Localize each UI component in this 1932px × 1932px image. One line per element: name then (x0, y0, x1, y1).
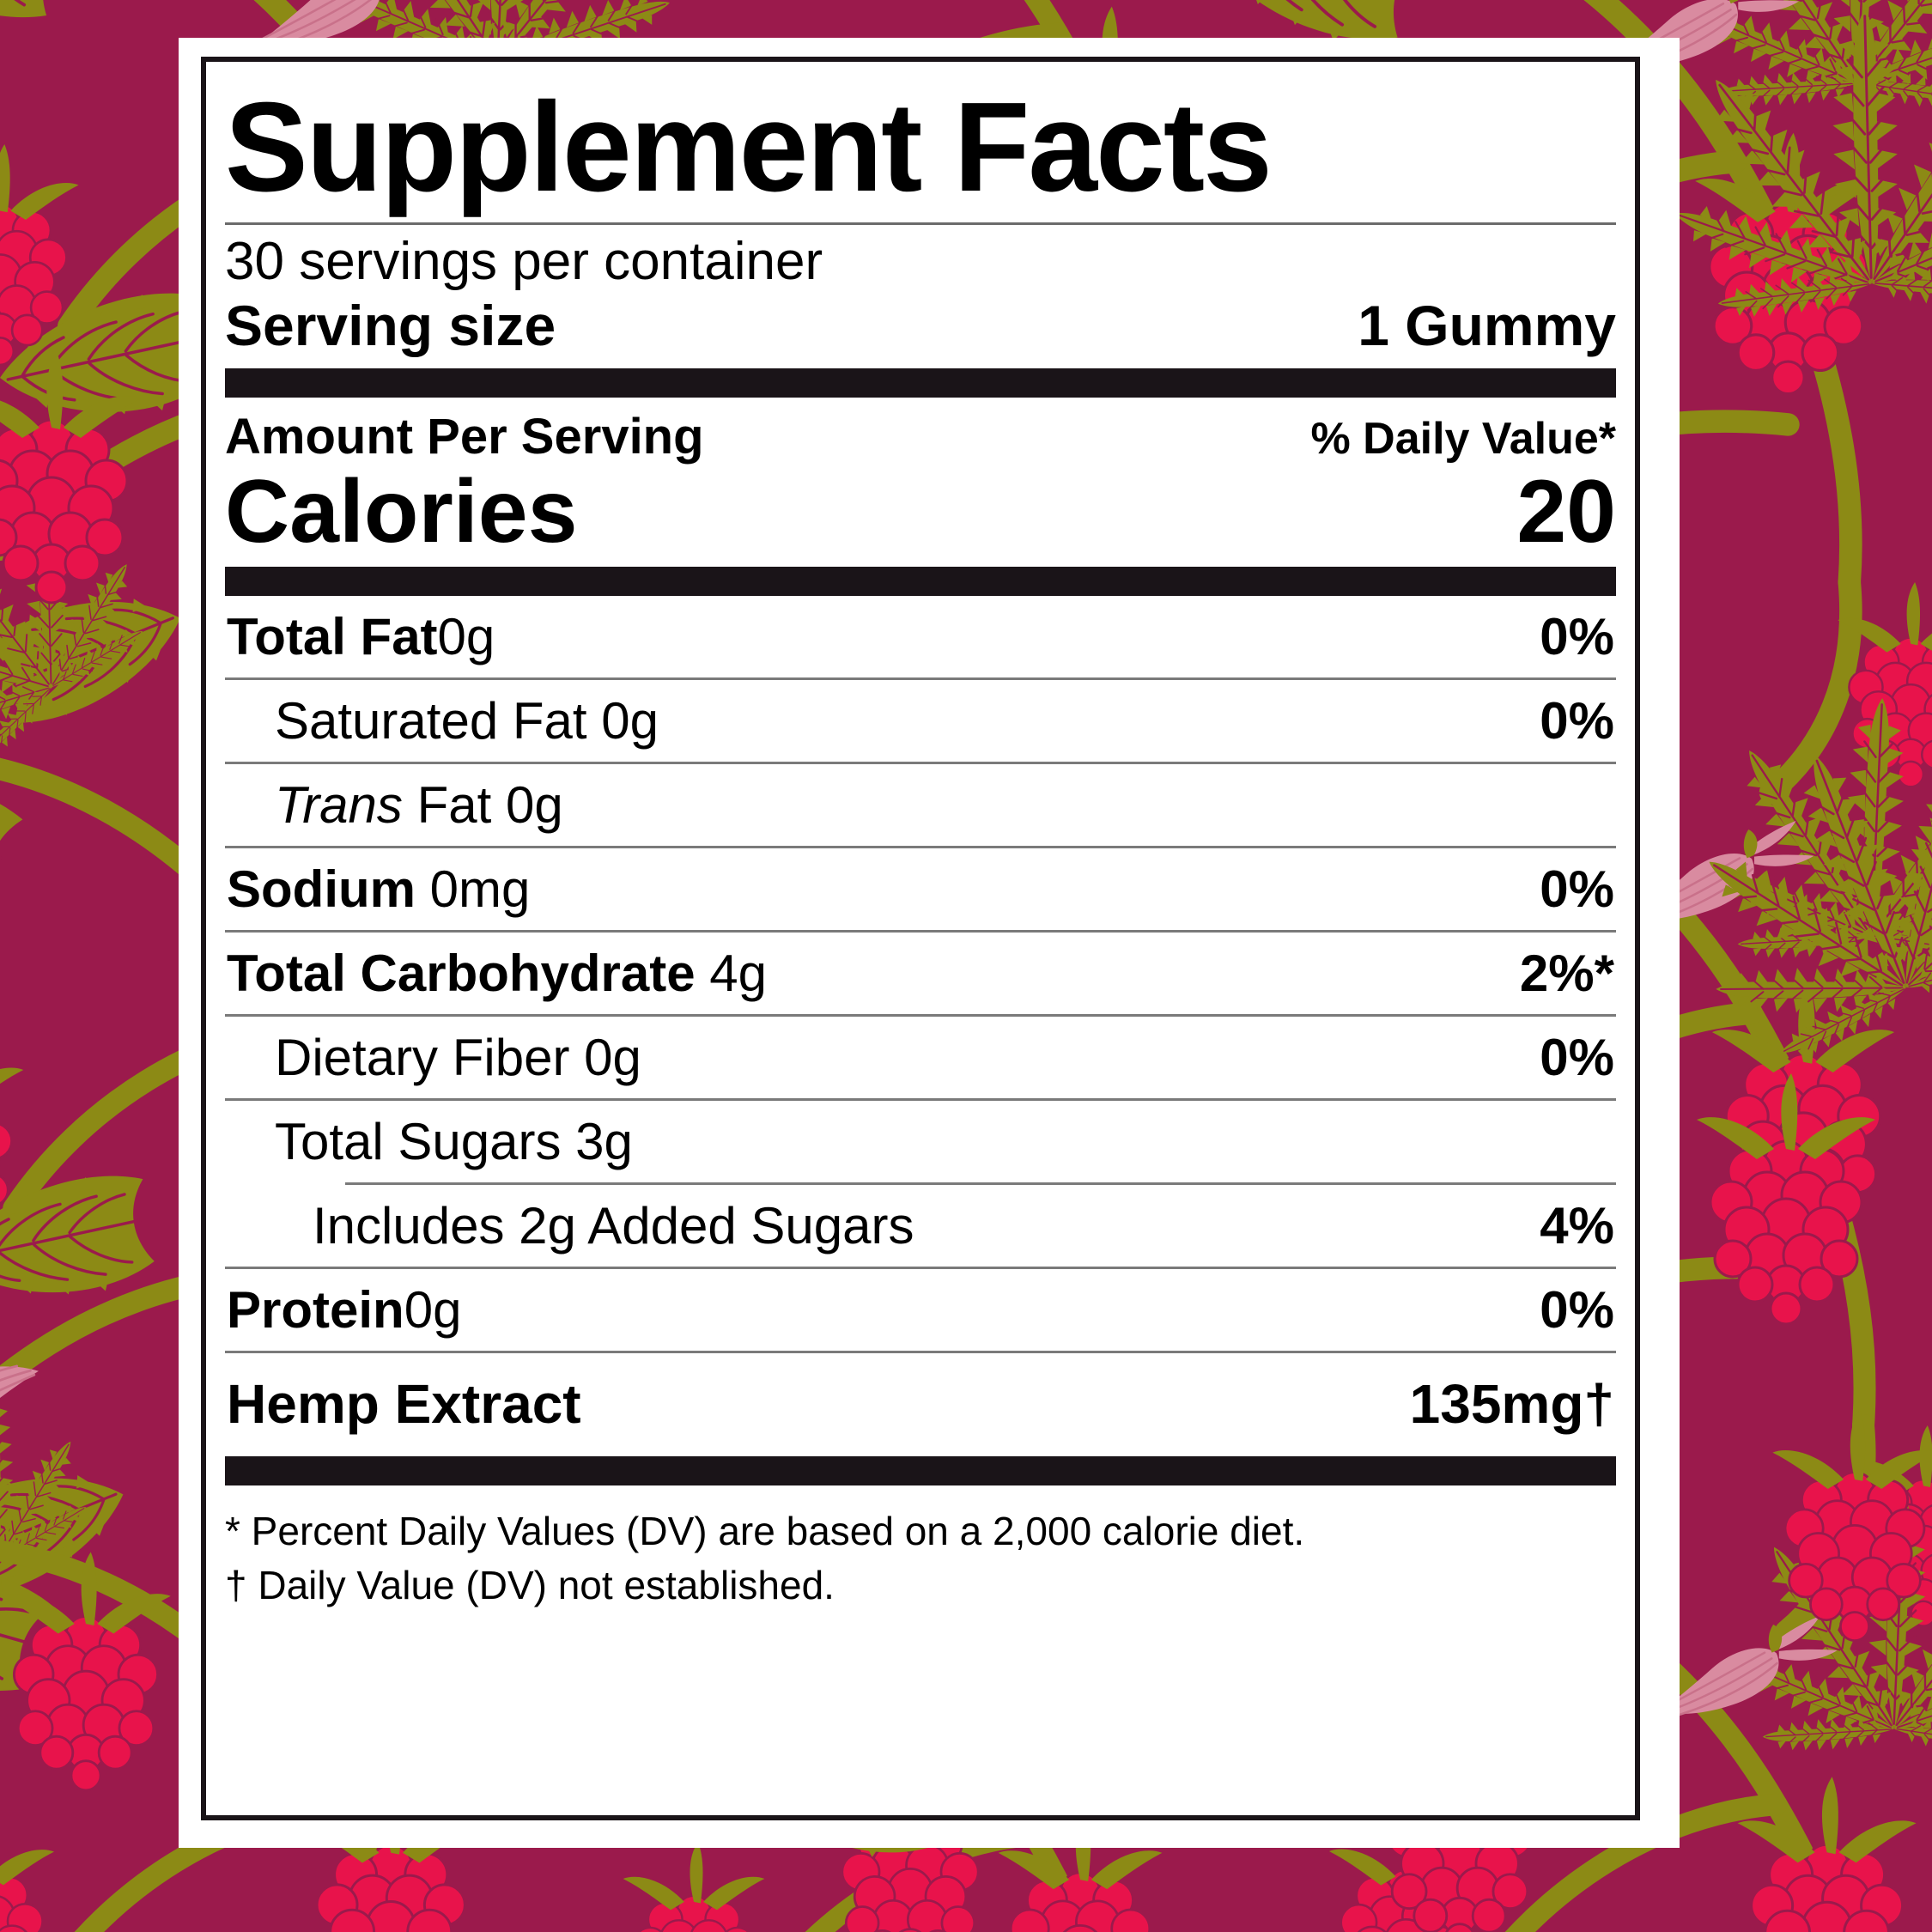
saturated-fat-name-amount: Saturated Fat 0g (275, 691, 659, 750)
divider-thick-top (225, 368, 1616, 398)
amount-per-serving-row: Amount Per Serving % Daily Value* (225, 398, 1616, 467)
calories-label: Calories (225, 461, 578, 562)
carb-dv: 2%* (1519, 944, 1614, 1002)
footnotes: * Percent Daily Values (DV) are based on… (225, 1485, 1616, 1614)
calories-row: Calories 20 (225, 467, 1616, 567)
protein-name: Protein (227, 1280, 404, 1339)
nutrient-row-hemp-extract: Hemp Extract 135mg† (225, 1353, 1616, 1456)
protein-amount: 0g (404, 1280, 462, 1339)
protein-dv: 0% (1540, 1280, 1614, 1339)
nutrient-row-total-carbohydrate: Total Carbohydrate 4g 2%* (225, 933, 1616, 1014)
daily-value-header: % Daily Value* (1310, 413, 1616, 464)
divider-saturated-fat (225, 761, 1616, 764)
footnote-dagger-not-established: † Daily Value (DV) not established. (225, 1563, 835, 1608)
divider-sodium (225, 929, 1616, 933)
hemp-extract-value: 135mg† (1409, 1372, 1614, 1435)
trans-fat-name-amount: Trans Fat 0g (227, 775, 563, 835)
nutrient-row-dietary-fiber: Dietary Fiber 0g 0% (225, 1017, 1616, 1098)
added-sugars-dv: 4% (1540, 1196, 1614, 1255)
divider-under-title (225, 222, 1616, 225)
divider-thick-bottom (225, 1455, 1616, 1485)
sodium-amount: 0mg (416, 860, 531, 918)
serving-size-label: Serving size (225, 293, 556, 357)
amount-per-serving-label: Amount Per Serving (225, 408, 704, 465)
trans-italic-word: Trans (275, 775, 403, 834)
fiber-name-amount: Dietary Fiber 0g (275, 1028, 641, 1086)
divider-thick-calories (225, 566, 1616, 596)
supplement-facts-panel: Supplement Facts 30 servings per contain… (201, 57, 1640, 1820)
sodium-dv: 0% (1540, 860, 1614, 918)
divider-total-fat (225, 677, 1616, 680)
added-sugars-name-amount: Includes 2g Added Sugars (313, 1196, 914, 1255)
protein-name-amount: Protein0g (227, 1280, 461, 1340)
nutrient-row-total-fat: Total Fat0g 0% (225, 596, 1616, 677)
total-fat-dv: 0% (1540, 607, 1614, 665)
nutrient-row-added-sugars: Includes 2g Added Sugars 4% (225, 1185, 1616, 1267)
total-sugars-name-amount: Total Sugars 3g (275, 1112, 633, 1170)
trans-fat-rest: Fat 0g (402, 775, 563, 834)
saturated-fat-dv: 0% (1540, 691, 1614, 750)
divider-added-sugars (225, 1266, 1616, 1269)
serving-size-value: 1 Gummy (1358, 293, 1616, 357)
divider-trans-fat (225, 845, 1616, 848)
sodium-name-amount: Sodium 0mg (227, 860, 530, 919)
calories-value: 20 (1516, 461, 1616, 562)
divider-total-sugars-indented (345, 1182, 1616, 1185)
hemp-extract-label: Hemp Extract (227, 1372, 581, 1435)
footnote-percent-daily-value: * Percent Daily Values (DV) are based on… (225, 1508, 1305, 1553)
total-fat-amount: 0g (437, 607, 495, 665)
sodium-name: Sodium (227, 860, 416, 918)
carb-name: Total Carbohydrate (227, 944, 696, 1002)
fiber-dv: 0% (1540, 1028, 1614, 1086)
divider-protein (225, 1350, 1616, 1353)
total-fat-name-amount: Total Fat0g (227, 607, 495, 666)
servings-per-container: 30 servings per container (225, 231, 823, 291)
nutrient-row-trans-fat: Trans Fat 0g (225, 764, 1616, 846)
carb-name-amount: Total Carbohydrate 4g (227, 944, 767, 1003)
label-white-frame: Supplement Facts 30 servings per contain… (179, 38, 1680, 1848)
divider-carbohydrate (225, 1013, 1616, 1017)
nutrient-row-protein: Protein0g 0% (225, 1269, 1616, 1351)
nutrient-row-total-sugars: Total Sugars 3g (225, 1101, 1616, 1182)
page-title: Supplement Facts (225, 76, 1273, 218)
carb-amount: 4g (695, 944, 768, 1002)
nutrient-row-sodium: Sodium 0mg 0% (225, 848, 1616, 930)
serving-size-row: Serving size 1 Gummy (225, 291, 1616, 368)
nutrient-row-saturated-fat: Saturated Fat 0g 0% (225, 680, 1616, 762)
total-fat-name: Total Fat (227, 607, 438, 665)
divider-fiber (225, 1097, 1616, 1101)
